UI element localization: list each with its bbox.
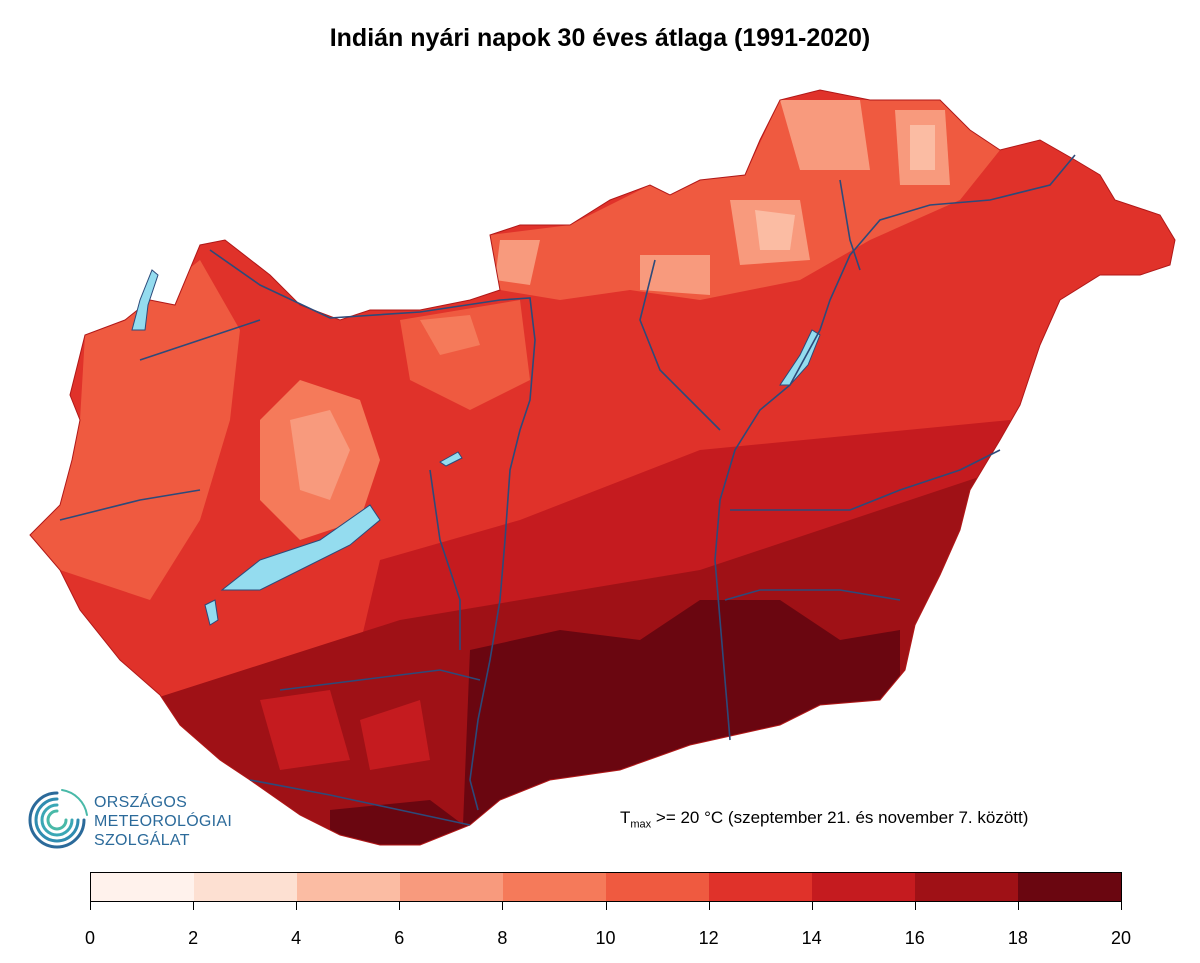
legend-swatch-4: [503, 873, 606, 901]
legend-tick: [811, 902, 813, 910]
legend-colorbar: [90, 872, 1122, 902]
logo-line-1: ORSZÁGOS: [94, 794, 188, 811]
tisza-river: [714, 154, 1076, 741]
note-text: >= 20 °C (szeptember 21. és november 7. …: [651, 808, 1029, 827]
legend-swatch-7: [812, 873, 915, 901]
legend-tick: [1121, 902, 1122, 910]
logo-text: ORSZÁGOS METEOROLÓGIAI SZOLGÁLAT: [94, 793, 232, 850]
legend-tick-label: 4: [291, 928, 302, 948]
kapos-river: [279, 669, 481, 691]
legend-tick: [296, 902, 298, 910]
legend-swatch-6: [709, 873, 812, 901]
legend-tick-label: 12: [698, 928, 719, 948]
legend-tick-label: 20: [1110, 928, 1132, 948]
drava-river: [249, 779, 471, 826]
legend-tick: [502, 902, 504, 910]
sio-river: [429, 469, 461, 650]
map-title: Indián nyári napok 30 éves átlaga (1991-…: [329, 24, 871, 52]
legend-tick: [708, 902, 710, 910]
lake-ferto: [131, 269, 159, 331]
maros-river: [724, 589, 901, 601]
legend-tick: [193, 902, 195, 910]
logo-line-2: METEOROLÓGIAI: [94, 813, 233, 830]
legend-swatch-2: [297, 873, 400, 901]
legend-tick-label: 10: [595, 928, 616, 948]
legend-swatch-3: [400, 873, 503, 901]
legend-tick: [605, 902, 607, 910]
danube-river: [209, 249, 536, 811]
legend-tick-label: 14: [801, 928, 822, 948]
legend-tick-label: 18: [1007, 928, 1028, 948]
legend-tick-label: 16: [904, 928, 925, 948]
legend-tick-label: 8: [497, 928, 508, 948]
legend-swatch-8: [915, 873, 1018, 901]
kis-balaton: [204, 599, 219, 626]
zagyva-river: [639, 259, 721, 431]
legend-tick: [90, 902, 91, 910]
lake-balaton: [220, 504, 381, 591]
legend-tick-label: 6: [394, 928, 405, 948]
koros-river: [730, 449, 1001, 511]
logo-line-3: SZOLGÁLAT: [94, 832, 190, 849]
lake-velence: [439, 451, 463, 467]
choropleth-fill: [30, 90, 1175, 845]
logo-swirl-icon: [28, 789, 88, 849]
threshold-note: Tmax >= 20 °C (szeptember 21. és novembe…: [620, 808, 1028, 830]
note-subscript: max: [630, 818, 652, 831]
legend-swatch-9: [1018, 873, 1121, 901]
sajo-river: [839, 179, 861, 271]
legend-swatch-5: [606, 873, 709, 901]
zala-river: [59, 489, 201, 521]
legend-swatch-0: [91, 873, 194, 901]
legend-tick: [399, 902, 401, 910]
legend-tick: [1017, 902, 1019, 910]
note-prefix: T: [620, 808, 631, 827]
legend-tick-label: 0: [84, 928, 96, 948]
omsz-logo: ORSZÁGOS METEOROLÓGIAI SZOLGÁLAT: [22, 785, 272, 860]
legend-ticks: [90, 902, 1122, 912]
legend-labels: 0 2 4 6 8 10 12 14 16 18 20: [85, 928, 1131, 950]
legend-swatch-1: [194, 873, 297, 901]
raba-river: [139, 319, 261, 361]
rivers: [59, 154, 1076, 826]
legend-tick-label: 2: [188, 928, 199, 948]
legend-tick: [914, 902, 916, 910]
